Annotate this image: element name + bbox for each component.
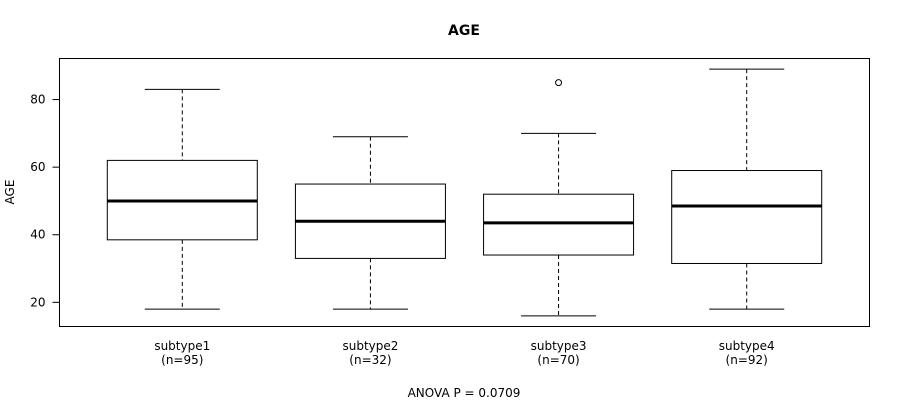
y-tick-label: 60 bbox=[30, 160, 45, 174]
iqr-box bbox=[671, 170, 823, 264]
y-tick-label: 40 bbox=[30, 228, 45, 242]
y-tick-label: 20 bbox=[30, 295, 45, 309]
box-subtype2 bbox=[294, 136, 446, 310]
boxes-group bbox=[106, 68, 823, 317]
category-label: subtype2 bbox=[342, 339, 398, 353]
category-label: subtype3 bbox=[531, 339, 587, 353]
category-label: subtype1 bbox=[154, 339, 210, 353]
category-count-label: (n=95) bbox=[161, 353, 203, 367]
y-tick-label: 80 bbox=[30, 93, 45, 107]
box-subtype4 bbox=[671, 68, 823, 310]
box-subtype1 bbox=[106, 88, 258, 310]
category-count-label: (n=70) bbox=[537, 353, 579, 367]
chart-title: AGE bbox=[448, 23, 480, 39]
y-axis: 20 40 60 80 bbox=[30, 93, 60, 309]
y-axis-label: AGE bbox=[3, 180, 17, 205]
iqr-box bbox=[483, 193, 635, 256]
anova-pvalue-text: ANOVA P = 0.0709 bbox=[408, 386, 521, 400]
category-labels: subtype1(n=95) subtype2(n=32) subtype3(n=7… bbox=[154, 339, 774, 367]
box-subtype3 bbox=[483, 79, 635, 317]
outlier-point bbox=[555, 79, 563, 87]
category-count-label: (n=92) bbox=[726, 353, 768, 367]
category-label: subtype4 bbox=[719, 339, 775, 353]
category-count-label: (n=32) bbox=[349, 353, 391, 367]
